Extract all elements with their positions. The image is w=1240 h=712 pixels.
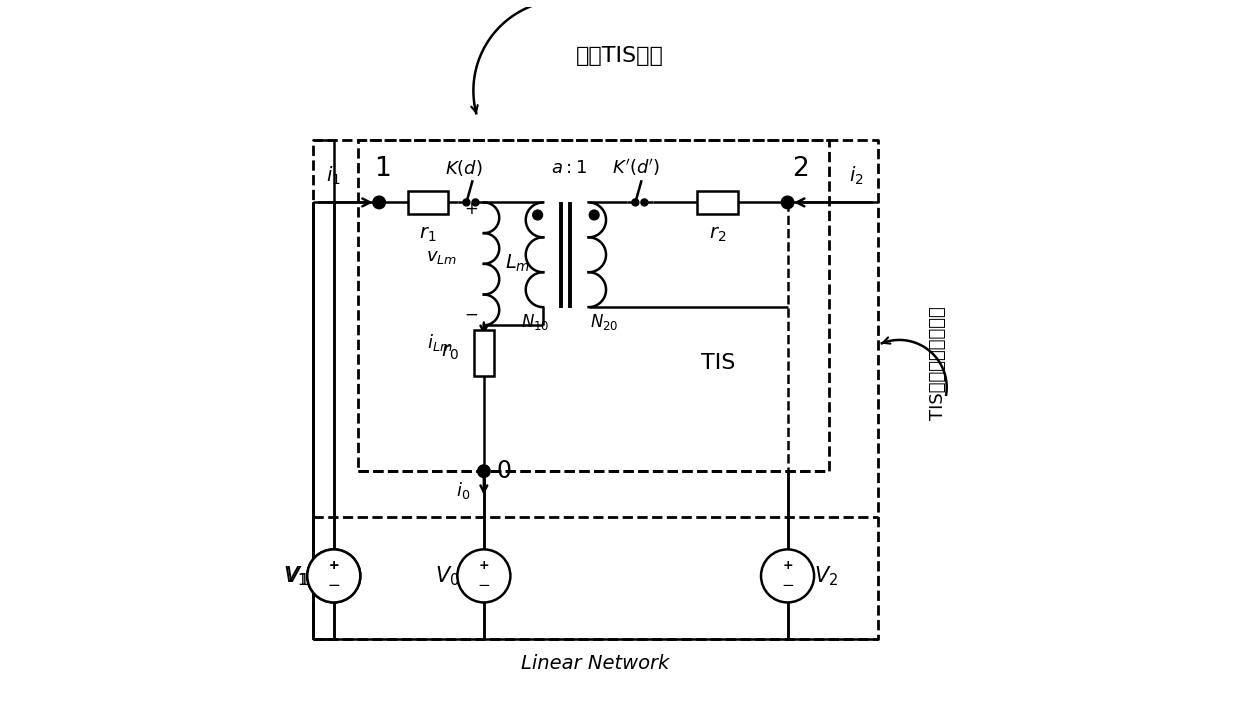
- Circle shape: [533, 210, 543, 220]
- Text: $N_{10}$: $N_{10}$: [521, 313, 549, 333]
- Text: 通用TIS模块: 通用TIS模块: [577, 46, 663, 66]
- Circle shape: [458, 550, 511, 602]
- Text: $K'(d')$: $K'(d')$: [613, 157, 661, 178]
- Bar: [408, 192, 449, 214]
- Circle shape: [632, 199, 639, 206]
- Circle shape: [463, 199, 470, 206]
- Text: Linear Network: Linear Network: [522, 654, 670, 673]
- Circle shape: [781, 196, 794, 209]
- Text: $V_2$: $V_2$: [813, 564, 838, 587]
- Text: $\mathit{1}$: $\mathit{1}$: [374, 156, 391, 182]
- Circle shape: [373, 196, 386, 209]
- Bar: [697, 192, 738, 214]
- Text: $+$: $+$: [464, 200, 479, 219]
- Text: $v_{Lm}$: $v_{Lm}$: [427, 248, 458, 266]
- Text: $i_1$: $i_1$: [326, 164, 341, 187]
- Text: TIS模块外部线性网络: TIS模块外部线性网络: [929, 306, 946, 420]
- Text: $\mathit{2}$: $\mathit{2}$: [792, 156, 808, 182]
- Text: −: −: [327, 578, 340, 594]
- Text: $V_1$: $V_1$: [283, 564, 308, 587]
- Text: $K(d)$: $K(d)$: [445, 157, 482, 177]
- Text: −: −: [781, 578, 794, 594]
- Circle shape: [477, 465, 490, 478]
- Text: $L_m$: $L_m$: [505, 253, 529, 275]
- Text: $a:1$: $a:1$: [551, 159, 587, 177]
- Text: $N_{20}$: $N_{20}$: [590, 313, 619, 333]
- Text: $V_0$: $V_0$: [435, 564, 460, 587]
- Circle shape: [761, 550, 815, 602]
- Text: $V_1$: $V_1$: [285, 564, 310, 587]
- Text: −: −: [327, 578, 340, 594]
- Circle shape: [308, 550, 361, 602]
- Text: $-$: $-$: [464, 305, 479, 323]
- Text: +: +: [329, 560, 339, 572]
- Text: $i_{Lm}$: $i_{Lm}$: [427, 333, 453, 353]
- Circle shape: [589, 210, 599, 220]
- Circle shape: [472, 199, 479, 206]
- Text: +: +: [479, 560, 490, 572]
- Text: $i_2$: $i_2$: [848, 164, 863, 187]
- Circle shape: [308, 550, 361, 602]
- Text: $r_1$: $r_1$: [419, 225, 436, 244]
- Text: +: +: [329, 560, 339, 572]
- Text: $r_2$: $r_2$: [709, 225, 727, 244]
- Text: +: +: [782, 560, 792, 572]
- Text: $i_0$: $i_0$: [456, 480, 470, 501]
- Text: $\mathit{0}$: $\mathit{0}$: [496, 459, 511, 483]
- Text: $r_0$: $r_0$: [441, 343, 459, 362]
- Bar: [474, 330, 494, 375]
- Circle shape: [641, 199, 649, 206]
- Text: TIS: TIS: [701, 353, 735, 373]
- Text: −: −: [477, 578, 490, 594]
